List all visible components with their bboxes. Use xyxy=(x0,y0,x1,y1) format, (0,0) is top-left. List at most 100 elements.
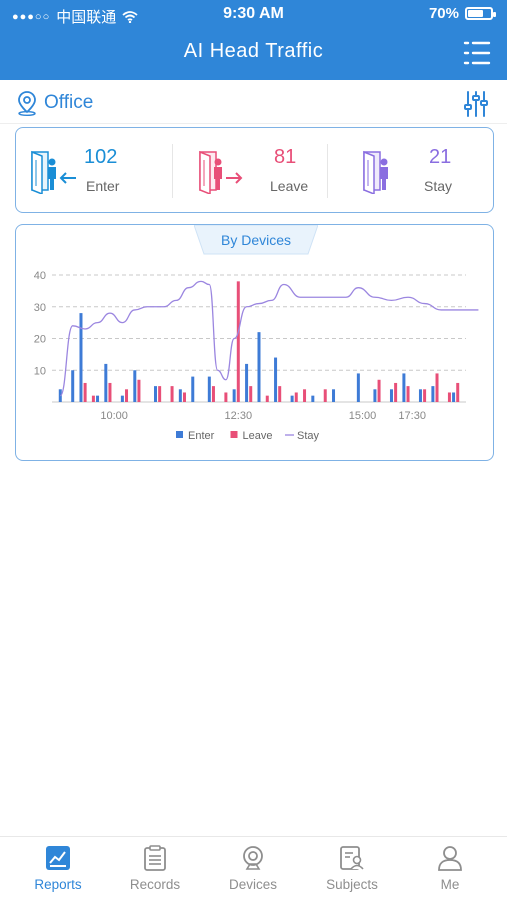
location-pin-icon xyxy=(18,91,36,116)
wifi-icon xyxy=(122,10,138,23)
nav-label: Devices xyxy=(228,877,277,892)
location-name: Office xyxy=(44,92,94,113)
enter-bar xyxy=(120,395,124,402)
leave-bar xyxy=(158,386,162,402)
enter-door-icon xyxy=(31,150,76,194)
chart-tab-label: By Devices xyxy=(220,232,292,248)
leave-bar xyxy=(447,392,451,402)
nav-label: Me xyxy=(440,877,460,892)
stat-leave[interactable]: 81 Leave xyxy=(186,128,336,214)
x-tick-label: 10:00 xyxy=(100,410,128,422)
leave-bar xyxy=(211,386,215,402)
leave-bar xyxy=(108,382,112,402)
nav-label: Subjects xyxy=(326,877,378,892)
enter-bar xyxy=(274,357,278,402)
leave-bar xyxy=(294,392,298,402)
leave-bar xyxy=(249,386,253,402)
chart-tab-shape xyxy=(194,225,318,255)
menu-list-icon[interactable] xyxy=(463,40,491,66)
signal-icon: ●●●○○ xyxy=(12,10,51,23)
enter-bar xyxy=(154,386,157,402)
stat-divider xyxy=(327,144,328,198)
leave-bar xyxy=(377,379,381,402)
enter-bar xyxy=(452,392,456,402)
stat-stay[interactable]: 21 Stay xyxy=(336,128,494,214)
enter-bar xyxy=(418,389,422,402)
leave-bar xyxy=(406,386,410,402)
by-devices-chart-card: By Devices 10 20 30 40 10:00 12:30 15:00 17:30 E… xyxy=(15,224,494,461)
enter-bar xyxy=(71,370,75,402)
leave-count: 81 xyxy=(274,146,297,168)
x-tick-label: 12:30 xyxy=(225,410,253,422)
stat-divider xyxy=(172,144,173,198)
y-tick-label: 30 xyxy=(34,302,46,314)
stay-door-icon xyxy=(363,150,388,194)
enter-label: Enter xyxy=(86,178,120,194)
carrier-name: 中国联通 xyxy=(56,9,117,26)
enter-bar xyxy=(402,373,406,402)
y-tick-label: 20 xyxy=(34,334,46,346)
nav-records[interactable]: Records xyxy=(105,843,205,899)
leave-bar xyxy=(303,389,307,402)
location-selector[interactable]: Office xyxy=(16,90,93,116)
battery-percent: 70% xyxy=(428,5,459,22)
legend-label: Enter xyxy=(188,430,215,442)
traffic-summary-card: 102 Enter 81 Leave 21 Stay xyxy=(15,127,494,213)
status-time: 9:30 AM xyxy=(223,5,284,22)
user-icon xyxy=(438,846,462,871)
leave-bar xyxy=(394,382,398,402)
y-tick-label: 40 xyxy=(34,270,46,282)
leave-bar xyxy=(423,389,427,402)
records-icon xyxy=(144,845,166,871)
page-title: AI Head Traffic xyxy=(183,40,324,62)
leave-bar xyxy=(236,281,240,402)
enter-bar xyxy=(356,373,360,402)
status-bar: ●●●○○ 中国联通 9:30 AM 70% xyxy=(0,0,507,28)
enter-bar xyxy=(79,313,83,402)
camera-icon xyxy=(243,846,263,870)
stay-count: 21 xyxy=(429,146,452,168)
enter-bar xyxy=(389,389,393,402)
nav-label: Reports xyxy=(34,877,82,892)
x-tick-label: 17:30 xyxy=(398,410,426,422)
leave-bar xyxy=(182,392,186,402)
enter-bar xyxy=(373,389,377,402)
nav-subjects[interactable]: Subjects xyxy=(302,843,402,899)
enter-bar xyxy=(245,363,249,402)
reports-icon xyxy=(46,846,70,870)
chart-tab[interactable]: By Devices xyxy=(194,225,318,255)
subjects-icon xyxy=(340,846,364,870)
enter-bar xyxy=(311,395,315,402)
traffic-chart: 10 20 30 40 10:00 12:30 15:00 17:30 Enter Leave St… xyxy=(34,270,479,442)
stat-enter[interactable]: 102 Enter xyxy=(16,128,172,214)
stay-label: Stay xyxy=(424,178,453,194)
leave-bar xyxy=(83,382,87,402)
enter-bar xyxy=(104,363,108,402)
y-tick-label: 10 xyxy=(34,365,46,377)
filter-sliders-icon[interactable] xyxy=(463,90,489,118)
enter-bar xyxy=(96,395,100,402)
enter-bar xyxy=(191,376,195,402)
leave-bar xyxy=(265,395,269,402)
enter-bar xyxy=(178,389,182,402)
app-header: ●●●○○ 中国联通 9:30 AM 70% AI Head Traffic xyxy=(0,0,507,80)
legend-label: Leave xyxy=(243,430,273,442)
nav-me[interactable]: Me xyxy=(400,843,500,899)
leave-bar xyxy=(137,379,141,402)
leave-bar xyxy=(91,395,95,402)
leave-bar xyxy=(278,386,282,402)
enter-bar xyxy=(133,370,137,402)
enter-bar xyxy=(332,389,336,402)
leave-bar xyxy=(125,389,129,402)
enter-bar xyxy=(431,386,435,402)
leave-bar xyxy=(435,373,439,402)
nav-label: Records xyxy=(129,877,181,892)
location-bar: Office xyxy=(0,82,507,124)
leave-bar xyxy=(170,386,174,402)
bottom-navigation: Reports Records Devices Subjects xyxy=(0,836,507,900)
nav-devices[interactable]: Devices xyxy=(203,843,303,899)
leave-label: Leave xyxy=(270,178,309,194)
x-tick-label: 15:00 xyxy=(349,410,377,422)
enter-bar xyxy=(207,376,211,402)
nav-reports[interactable]: Reports xyxy=(8,843,108,899)
